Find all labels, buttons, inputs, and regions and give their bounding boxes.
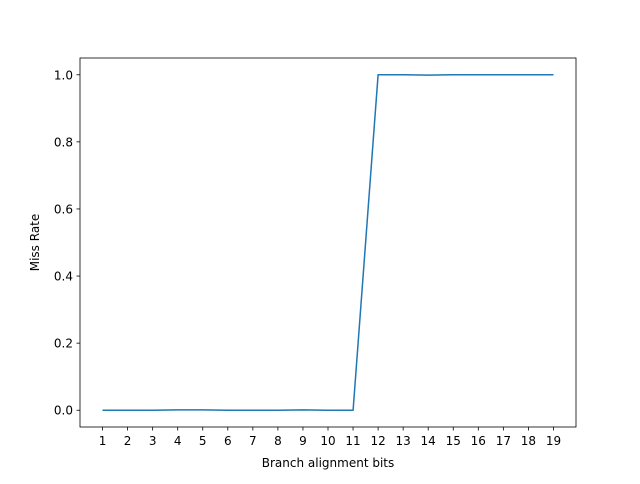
x-tick-label: 18	[521, 434, 536, 448]
x-tick-label: 7	[249, 434, 257, 448]
y-tick-label: 0.8	[54, 135, 73, 149]
x-tick-label: 12	[370, 434, 385, 448]
y-tick-label: 0.6	[54, 202, 73, 216]
x-tick-label: 4	[174, 434, 182, 448]
x-tick-label: 1	[99, 434, 107, 448]
x-axis-label: Branch alignment bits	[262, 456, 395, 470]
x-tick-label: 14	[421, 434, 436, 448]
y-tick-label: 0.0	[54, 404, 73, 418]
x-tick-label: 9	[299, 434, 307, 448]
y-tick-label: 1.0	[54, 68, 73, 82]
y-tick-label: 0.4	[54, 270, 73, 284]
x-tick-label: 16	[471, 434, 486, 448]
x-tick-label: 2	[124, 434, 132, 448]
plot-area	[80, 58, 576, 427]
y-axis-label: Miss Rate	[28, 214, 42, 272]
x-tick-label: 17	[496, 434, 511, 448]
x-tick-label: 15	[446, 434, 461, 448]
x-tick-label: 13	[396, 434, 411, 448]
x-tick-label: 19	[546, 434, 561, 448]
x-tick-label: 3	[149, 434, 157, 448]
x-tick-label: 5	[199, 434, 207, 448]
axes-frame	[79, 57, 577, 428]
x-tick-label: 6	[224, 434, 232, 448]
series-line	[102, 74, 554, 411]
x-tick-label: 10	[320, 434, 335, 448]
y-tick-label: 0.2	[54, 337, 73, 351]
x-tick-label: 8	[274, 434, 282, 448]
x-tick-label: 11	[345, 434, 360, 448]
